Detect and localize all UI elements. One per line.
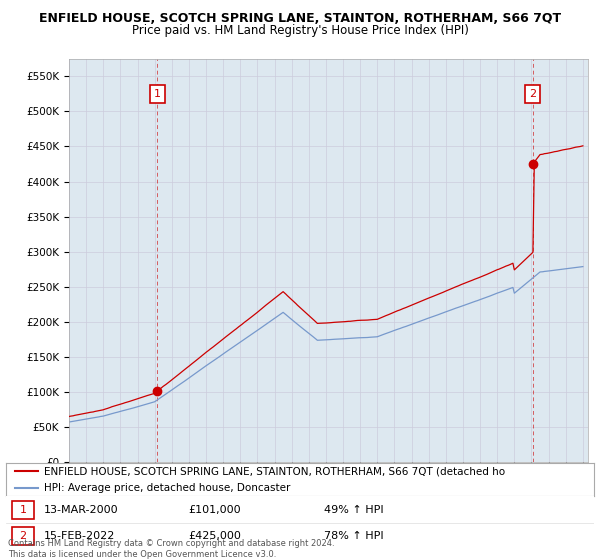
Text: 49% ↑ HPI: 49% ↑ HPI (323, 505, 383, 515)
Text: ENFIELD HOUSE, SCOTCH SPRING LANE, STAINTON, ROTHERHAM, S66 7QT (detached ho: ENFIELD HOUSE, SCOTCH SPRING LANE, STAIN… (44, 466, 505, 476)
Text: 1: 1 (20, 505, 26, 515)
Text: 13-MAR-2000: 13-MAR-2000 (44, 505, 119, 515)
Text: 15-FEB-2022: 15-FEB-2022 (44, 530, 116, 540)
Text: ENFIELD HOUSE, SCOTCH SPRING LANE, STAINTON, ROTHERHAM, S66 7QT: ENFIELD HOUSE, SCOTCH SPRING LANE, STAIN… (39, 12, 561, 25)
Text: £425,000: £425,000 (188, 530, 241, 540)
Text: Price paid vs. HM Land Registry's House Price Index (HPI): Price paid vs. HM Land Registry's House … (131, 24, 469, 36)
Bar (12, 526, 34, 544)
Text: HPI: Average price, detached house, Doncaster: HPI: Average price, detached house, Donc… (44, 483, 290, 493)
Bar (12, 501, 34, 519)
Text: 2: 2 (19, 530, 26, 540)
Text: Contains HM Land Registry data © Crown copyright and database right 2024.
This d: Contains HM Land Registry data © Crown c… (8, 539, 334, 559)
Text: £101,000: £101,000 (188, 505, 241, 515)
Text: 78% ↑ HPI: 78% ↑ HPI (323, 530, 383, 540)
Text: 1: 1 (154, 89, 161, 99)
Text: 2: 2 (529, 89, 536, 99)
